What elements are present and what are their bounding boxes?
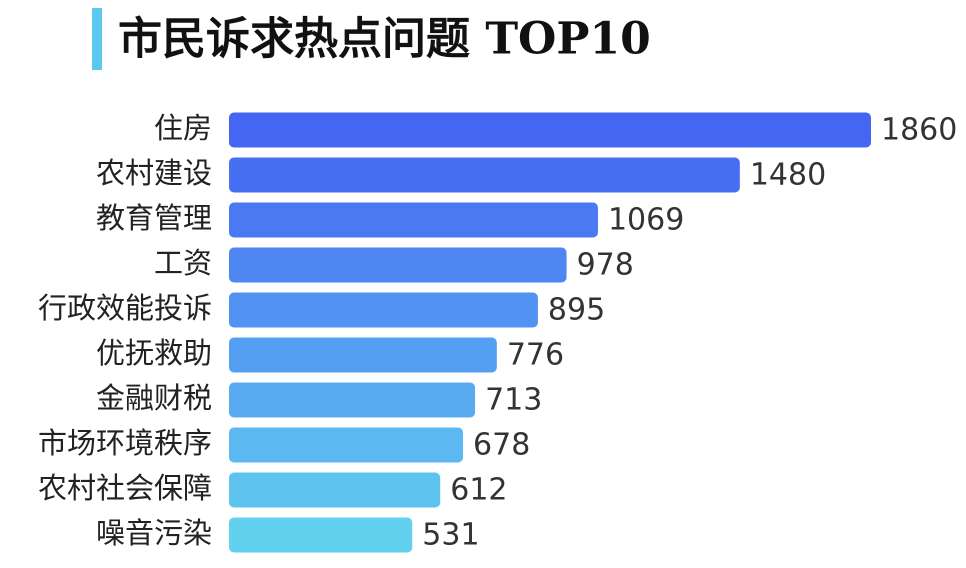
bar <box>229 247 567 283</box>
bar <box>229 337 497 373</box>
title-accent <box>92 8 102 70</box>
category-label: 农村社会保障 <box>38 471 212 505</box>
value-label: 713 <box>485 383 542 418</box>
bar <box>229 382 476 418</box>
category-label: 金融财税 <box>96 381 212 415</box>
value-label: 531 <box>422 518 479 553</box>
value-label: 678 <box>473 428 530 463</box>
category-label: 噪音污染 <box>96 516 212 550</box>
category-label: 市场环境秩序 <box>38 426 212 460</box>
category-label: 优抚救助 <box>96 336 212 370</box>
bar <box>229 427 464 463</box>
bar <box>229 292 538 328</box>
bar <box>229 112 871 148</box>
value-label: 1860 <box>881 113 957 148</box>
value-label: 612 <box>450 473 507 508</box>
value-label: 1480 <box>750 158 826 193</box>
category-label: 农村建设 <box>96 156 212 190</box>
category-label: 教育管理 <box>96 201 212 235</box>
bar <box>229 517 413 553</box>
bar <box>229 157 740 193</box>
bar <box>229 472 441 508</box>
value-label: 978 <box>577 248 634 283</box>
category-label: 住房 <box>154 111 212 145</box>
chart-title: 市民诉求热点问题 TOP10 <box>118 14 651 65</box>
value-label: 1069 <box>608 203 684 238</box>
value-label: 895 <box>548 293 605 328</box>
category-label: 工资 <box>154 246 212 280</box>
bar <box>229 202 598 238</box>
value-label: 776 <box>507 338 564 373</box>
category-label: 行政效能投诉 <box>38 291 212 325</box>
